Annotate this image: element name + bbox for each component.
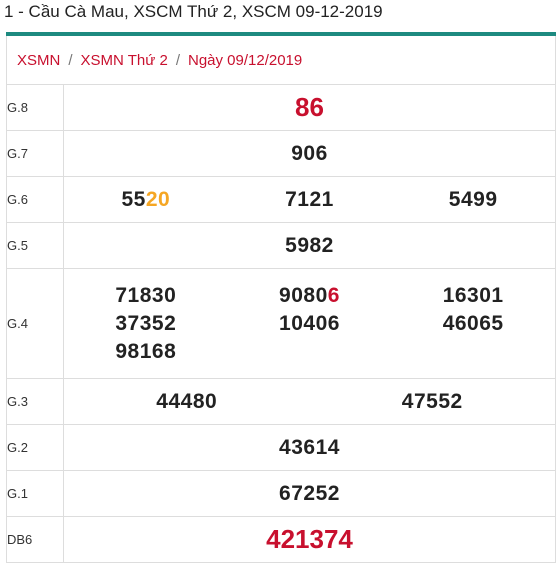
prize-label: G.7 <box>6 130 64 177</box>
breadcrumb-link-date[interactable]: Ngày 09/12/2019 <box>187 51 303 69</box>
prize-number: 98168 <box>115 339 177 363</box>
accent-bar <box>6 32 556 36</box>
breadcrumb-link-xsmn-thu-2[interactable]: XSMN Thứ 2 <box>80 51 168 69</box>
prize-row-g3: G.3 44480 47552 <box>6 378 556 425</box>
prize-label: G.8 <box>6 84 64 131</box>
prize-row-g5: G.5 5982 <box>6 222 556 269</box>
prize-number: 10406 <box>279 311 340 335</box>
prize-label: G.4 <box>6 268 64 379</box>
breadcrumb-separator: / <box>68 51 73 69</box>
prize-row-g8: G.8 86 <box>6 84 556 131</box>
prize-number: 44480 <box>156 389 218 413</box>
prize-label: G.3 <box>6 378 64 425</box>
prize-number: 67252 <box>279 481 340 505</box>
prize-number: 71830 <box>115 283 177 307</box>
prize-number: 43614 <box>279 435 340 459</box>
highlighted-digits: 6 <box>327 283 340 307</box>
page-title: 1 - Cầu Cà Mau, XSCM Thứ 2, XSCM 09-12-2… <box>4 2 383 21</box>
prize-number: 5520 <box>121 187 171 211</box>
prize-row-db: DB6 421374 <box>6 516 556 563</box>
prize-number: 906 <box>291 141 328 165</box>
prize-label: G.5 <box>6 222 64 269</box>
prize-row-g4: G.4 71830 90806 16301 37352 10406 46065 … <box>6 268 556 379</box>
prize-label: G.2 <box>6 424 64 471</box>
breadcrumb-separator: / <box>175 51 180 69</box>
prize-row-g7: G.7 906 <box>6 130 556 177</box>
breadcrumb: XSMN / XSMN Thứ 2 / Ngày 09/12/2019 <box>6 36 556 84</box>
prize-number: 16301 <box>442 283 504 307</box>
prize-number: 47552 <box>401 389 463 413</box>
prize-number: 46065 <box>442 311 504 335</box>
prize-number: 7121 <box>285 187 334 211</box>
highlighted-digits: 20 <box>145 187 171 211</box>
prize-label: G.1 <box>6 470 64 517</box>
breadcrumb-link-xsmn[interactable]: XSMN <box>17 51 61 69</box>
prize-number: 421374 <box>266 524 353 554</box>
prize-number: 86 <box>295 92 324 122</box>
prize-label: DB6 <box>6 516 64 563</box>
prize-label: G.6 <box>6 176 64 223</box>
results-table: G.8 86 G.7 906 G.6 5520 7121 5499 G.5 59… <box>6 84 556 563</box>
prize-row-g2: G.2 43614 <box>6 424 556 471</box>
prize-row-g1: G.1 67252 <box>6 470 556 517</box>
prize-number: 37352 <box>115 311 177 335</box>
prize-row-g6: G.6 5520 7121 5499 <box>6 176 556 223</box>
prize-number: 5499 <box>448 187 498 211</box>
prize-number: 90806 <box>279 283 340 307</box>
prize-number: 5982 <box>285 233 334 257</box>
